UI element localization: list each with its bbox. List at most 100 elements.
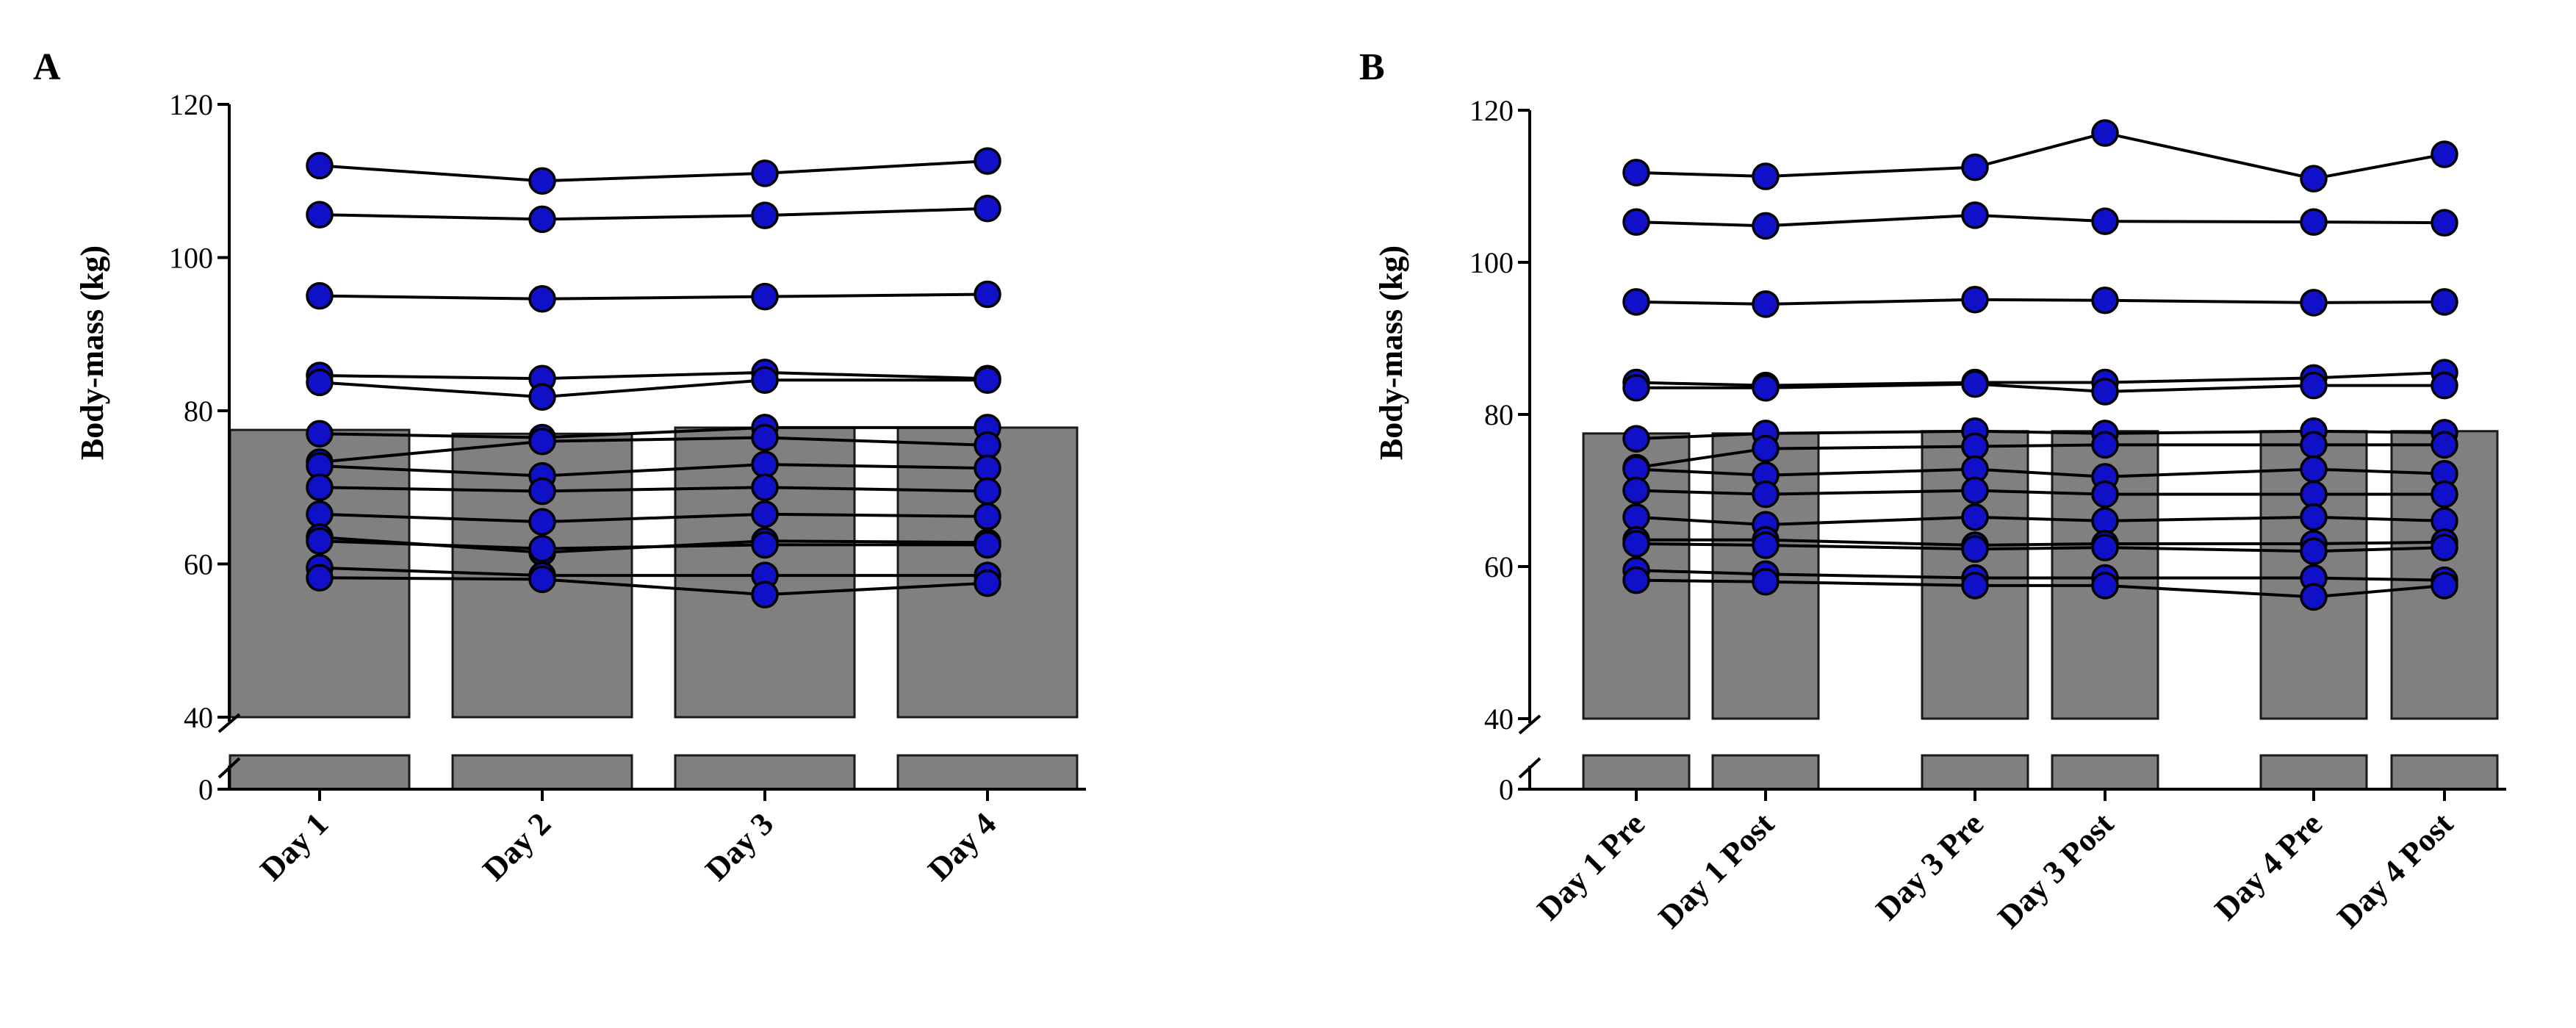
x-tick-label-a-3: Day 3 [699,805,781,888]
axis-break-upper-a [217,713,241,733]
subject-line-b-11 [1636,538,2445,547]
point-b-s9-1 [1622,476,1650,505]
subject-line-a-12 [319,539,987,550]
y-tick-label-a-120: 120 [169,88,213,121]
point-a-s10-2 [528,508,556,536]
point-b-s1-6 [2431,140,2458,168]
point-b-s1-5 [2300,165,2328,193]
point-b-s2-2 [1752,212,1780,240]
point-b-s14-1 [1622,566,1650,594]
point-a-s2-1 [306,201,334,229]
point-b-s14-3 [1961,572,1989,600]
bar-base-a-2 [451,754,633,791]
subject-line-b-4 [1636,371,2445,387]
point-b-s1-1 [1622,159,1650,187]
point-b-s12-4 [2091,533,2119,561]
point-b-s1-4 [2091,119,2119,147]
point-b-s2-1 [1622,208,1650,236]
point-a-s1-4 [974,147,1001,175]
x-tick-label-b-5: Day 4 Pre [2208,805,2329,927]
bar-base-b-1 [1582,754,1691,791]
point-a-s7-4 [974,431,1001,459]
subject-line-a-3 [319,292,988,301]
point-a-s1-1 [306,151,334,180]
x-tick-label-a-2: Day 2 [476,805,558,888]
point-a-s9-1 [306,473,334,501]
point-b-s14-4 [2091,572,2119,600]
bar-base-a-4 [896,754,1079,791]
subject-line-a-13 [319,566,987,578]
subject-line-b-6 [1636,429,2445,441]
point-a-s8-3 [751,450,779,478]
point-b-s14-6 [2431,572,2458,600]
point-b-s2-3 [1961,201,1989,229]
x-tick-label-a-4: Day 4 [921,805,1004,888]
subject-line-a-6 [319,425,987,439]
subject-line-a-1 [319,159,988,183]
point-b-s1-3 [1961,153,1989,181]
subject-line-a-4 [319,370,988,381]
panel-letter-b: B [1359,46,1385,88]
point-a-s3-3 [751,282,779,311]
x-tick-label-b-6: Day 4 Post [2331,805,2461,935]
point-a-s1-3 [751,159,779,187]
point-a-s2-2 [528,205,556,234]
subject-line-b-8 [1636,467,2445,478]
x-tick-label-b-3: Day 3 Pre [1869,805,1990,927]
subject-line-a-10 [319,512,988,524]
point-b-s12-3 [1961,535,1989,563]
point-b-s5-6 [2431,371,2458,400]
point-b-s14-5 [2300,583,2328,611]
point-a-s10-4 [974,503,1001,531]
point-a-s12-3 [751,531,779,559]
subject-line-b-9 [1636,489,2444,496]
chart-a: A Body-mass (kg) 0 40 60 80 100 120 Day 1 Day 2… [33,46,1086,888]
panel-a: A Body-mass (kg) 0 40 60 80 100 120 Day 1 Day 2… [33,46,1086,888]
axis-break-lower-b [1518,757,1541,779]
point-a-s2-4 [974,195,1001,223]
point-b-s5-2 [1752,374,1780,402]
point-b-s10-5 [2300,503,2328,531]
point-a-s5-3 [751,366,779,395]
subject-line-b-2 [1636,213,2445,228]
bar-base-b-5 [2259,754,2368,791]
point-b-s5-1 [1622,374,1650,402]
point-a-s5-1 [306,368,334,397]
point-b-s7-2 [1752,434,1780,463]
point-b-s9-6 [2431,480,2458,508]
point-b-s9-3 [1961,476,1989,505]
y-tick-label-b-60: 60 [1484,550,1514,583]
panel-b: B Body-mass (kg) 0 40 60 80 100 120 Day 1 Pre D… [1288,0,2576,1028]
point-a-s14-4 [974,569,1001,597]
point-a-s3-1 [306,281,334,310]
y-tick-label-b-100: 100 [1469,246,1514,279]
point-b-s5-4 [2091,378,2119,406]
y-tick-label-a-40: 40 [184,701,213,734]
y-tick-label-a-0: 0 [198,773,213,806]
point-b-s14-2 [1752,567,1780,596]
bar-base-a-3 [674,754,856,791]
bar-base-b-3 [1921,754,2029,791]
point-a-s5-2 [528,383,556,411]
point-b-s7-6 [2431,431,2458,459]
point-b-s9-2 [1752,480,1780,508]
x-tick-label-b-4: Day 3 Post [1991,805,2121,935]
point-b-s9-4 [2091,480,2119,508]
point-b-s3-1 [1622,288,1650,316]
subject-line-a-7 [319,436,988,464]
point-a-s12-2 [528,534,556,563]
subject-line-b-12 [1636,542,2445,553]
axis-break-upper-b [1518,714,1541,735]
point-a-s9-2 [528,477,556,506]
point-b-s7-3 [1961,432,1989,461]
subject-line-b-1 [1636,131,2445,181]
x-tick-label-b-1: Day 1 Pre [1530,805,1652,927]
subject-line-a-9 [319,486,988,493]
point-a-s2-3 [751,201,779,229]
point-b-s9-5 [2300,480,2328,508]
point-a-s1-2 [528,167,556,195]
y-tick-label-b-0: 0 [1499,773,1514,806]
point-b-s3-5 [2300,289,2328,317]
y-tick-label-a-80: 80 [184,395,213,428]
